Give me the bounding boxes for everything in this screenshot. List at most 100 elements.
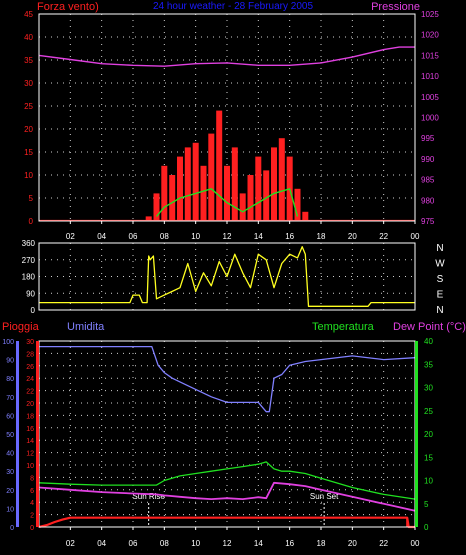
x-tick-label: 22 [379, 232, 388, 241]
humidity-axis-tick-label: 10 [6, 506, 14, 513]
wind-force-bar [224, 165, 230, 221]
x-tick-label: 00 [411, 232, 420, 241]
x-tick-label: 06 [129, 539, 138, 548]
wind-axis-tick-label: 10 [24, 171, 33, 180]
wind-force-bar [271, 147, 277, 221]
wind-axis-tick-label: 15 [24, 148, 33, 157]
temperature-axis-tick-label: 40 [424, 337, 433, 346]
humidity-axis-tick-label: 40 [6, 451, 14, 458]
wind-force-bar [278, 138, 285, 221]
rain-axis-tick-label: 0 [30, 525, 34, 532]
humidity-axis-tick-label: 90 [6, 358, 14, 365]
x-tick-label: 14 [254, 539, 263, 548]
wind-force-bar [169, 175, 176, 221]
wind-axis-tick-label: 40 [24, 33, 33, 42]
rain-axis-spine [36, 341, 39, 527]
compass-label: E [437, 290, 444, 301]
wind-force-bar [231, 147, 238, 221]
pressure-axis-tick-label: 1000 [421, 114, 439, 123]
humidity-axis-tick-label: 80 [6, 376, 14, 383]
wind-force-bar [255, 156, 262, 221]
compass-label: W [435, 259, 445, 270]
wind-force-bar [184, 147, 191, 221]
pressure-axis-tick-label: 995 [421, 134, 435, 143]
temperature-axis-tick-label: 0 [424, 523, 429, 532]
temperature-axis-tick-label: 15 [424, 453, 433, 462]
wind-force-bar [216, 110, 223, 221]
pressure-axis-label: Pressione [371, 1, 420, 13]
wind-force-bar [247, 175, 254, 221]
wind-axis-tick-label: 25 [24, 102, 33, 111]
wind-force-bar [161, 165, 168, 221]
direction-panel-frame [38, 242, 416, 311]
humidity-line [39, 345, 416, 413]
direction-axis-tick-label: 270 [22, 256, 36, 265]
temperature-axis-tick-label: 25 [424, 407, 433, 416]
x-tick-label: 16 [285, 539, 294, 548]
humidity-axis-tick-label: 70 [6, 395, 14, 402]
temperature-axis-tick-label: 10 [424, 477, 433, 486]
pressure-axis-tick-label: 1005 [421, 93, 439, 102]
x-tick-label: 00 [411, 539, 420, 548]
temperature-axis-tick-label: 35 [424, 360, 433, 369]
chart-title: 24 hour weather - 28 February 2005 [153, 1, 314, 12]
rain-axis-tick-label: 10 [26, 463, 34, 470]
pressure-axis-tick-label: 975 [421, 217, 435, 226]
rain-label: Pioggia [2, 321, 40, 333]
direction-axis-tick-label: 360 [22, 239, 36, 248]
rain-axis-tick-label: 22 [26, 389, 34, 396]
pressure-axis-tick-label: 1010 [421, 72, 439, 81]
pressure-axis-tick-label: 1020 [421, 31, 439, 40]
sun-annotation: Sun Rise [132, 492, 165, 501]
rain-axis-tick-label: 20 [26, 401, 34, 408]
x-tick-label: 12 [223, 539, 232, 548]
x-tick-label: 18 [317, 539, 326, 548]
rain-axis-tick-label: 12 [26, 451, 34, 458]
direction-axis-tick-label: 90 [26, 289, 35, 298]
x-tick-label: 12 [223, 232, 232, 241]
humidity-axis-tick-label: 100 [2, 339, 14, 346]
x-tick-label: 16 [285, 232, 294, 241]
x-tick-label: 02 [66, 539, 75, 548]
humidity-axis-tick-label: 30 [6, 469, 14, 476]
humidity-axis-spine [16, 341, 19, 527]
wind-axis-tick-label: 5 [29, 194, 34, 203]
direction-axis-tick-label: 180 [22, 273, 36, 282]
pressure-axis-tick-label: 1015 [421, 51, 439, 60]
wind-force-bar [200, 165, 207, 221]
rain-axis-tick-label: 8 [30, 475, 34, 482]
x-tick-label: 08 [160, 539, 169, 548]
humidity-axis-tick-label: 0 [10, 525, 14, 532]
wind-average-line [155, 188, 299, 217]
pressure-axis-tick-label: 985 [421, 176, 435, 185]
x-tick-label: 14 [254, 232, 263, 241]
temperature-axis-tick-label: 30 [424, 384, 433, 393]
temperature-axis-tick-label: 5 [424, 500, 429, 509]
pressure-line [38, 46, 415, 67]
wind-axis-tick-label: 30 [24, 79, 33, 88]
temperature-axis-spine [415, 341, 418, 527]
x-tick-label: 08 [160, 232, 169, 241]
sun-annotation: Sun Set [310, 492, 339, 501]
rain-axis-tick-label: 16 [26, 426, 34, 433]
compass-label: S [437, 274, 444, 285]
x-tick-label: 06 [129, 232, 138, 241]
rain-axis-tick-label: 28 [26, 351, 34, 358]
wind-force-bar [145, 216, 152, 221]
rain-axis-tick-label: 14 [26, 438, 34, 445]
pressure-axis-tick-label: 990 [421, 155, 435, 164]
rain-axis-tick-label: 30 [26, 339, 34, 346]
temperature-line [38, 461, 416, 500]
wind-force-bar [192, 142, 199, 221]
direction-axis-tick-label: 0 [31, 306, 36, 315]
dew-point-line [38, 481, 416, 512]
x-tick-label: 04 [97, 232, 106, 241]
x-tick-label: 20 [348, 232, 357, 241]
wind-force-bar [177, 156, 183, 221]
rain-axis-tick-label: 26 [26, 364, 34, 371]
compass-label: N [436, 243, 443, 254]
rain-axis-tick-label: 6 [30, 488, 34, 495]
wind-force-bar [239, 193, 246, 221]
wind-force-bar [294, 188, 301, 221]
